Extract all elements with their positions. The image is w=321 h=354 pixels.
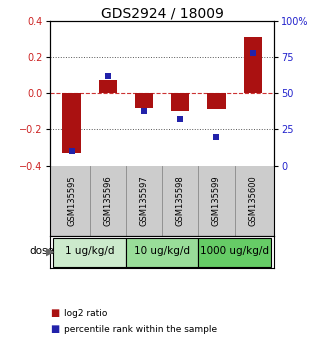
Text: GSM135597: GSM135597 — [140, 176, 149, 226]
Text: 1000 ug/kg/d: 1000 ug/kg/d — [200, 246, 269, 257]
Text: ■: ■ — [50, 324, 59, 334]
Point — [250, 50, 255, 56]
Bar — [171, 93, 189, 110]
Bar — [99, 80, 117, 93]
Text: ▶: ▶ — [46, 246, 55, 257]
Text: log2 ratio: log2 ratio — [64, 309, 108, 318]
Title: GDS2924 / 18009: GDS2924 / 18009 — [101, 6, 223, 20]
Bar — [63, 93, 81, 153]
Bar — [207, 93, 226, 109]
Point — [105, 73, 110, 79]
Text: GSM135600: GSM135600 — [248, 176, 257, 226]
Text: GSM135598: GSM135598 — [176, 176, 185, 226]
Text: dose: dose — [30, 246, 55, 257]
Bar — [244, 38, 262, 93]
Bar — [135, 93, 153, 108]
Point — [214, 134, 219, 139]
Point — [178, 116, 183, 122]
Text: GSM135599: GSM135599 — [212, 176, 221, 226]
Text: 1 ug/kg/d: 1 ug/kg/d — [65, 246, 114, 257]
Point — [69, 148, 74, 154]
Point — [142, 108, 147, 114]
Text: ■: ■ — [50, 308, 59, 318]
Bar — [198, 238, 271, 267]
Bar — [53, 238, 126, 267]
Text: percentile rank within the sample: percentile rank within the sample — [64, 325, 217, 334]
Text: GSM135595: GSM135595 — [67, 176, 76, 226]
Text: GSM135596: GSM135596 — [103, 176, 112, 226]
Text: 10 ug/kg/d: 10 ug/kg/d — [134, 246, 190, 257]
Bar — [126, 238, 198, 267]
